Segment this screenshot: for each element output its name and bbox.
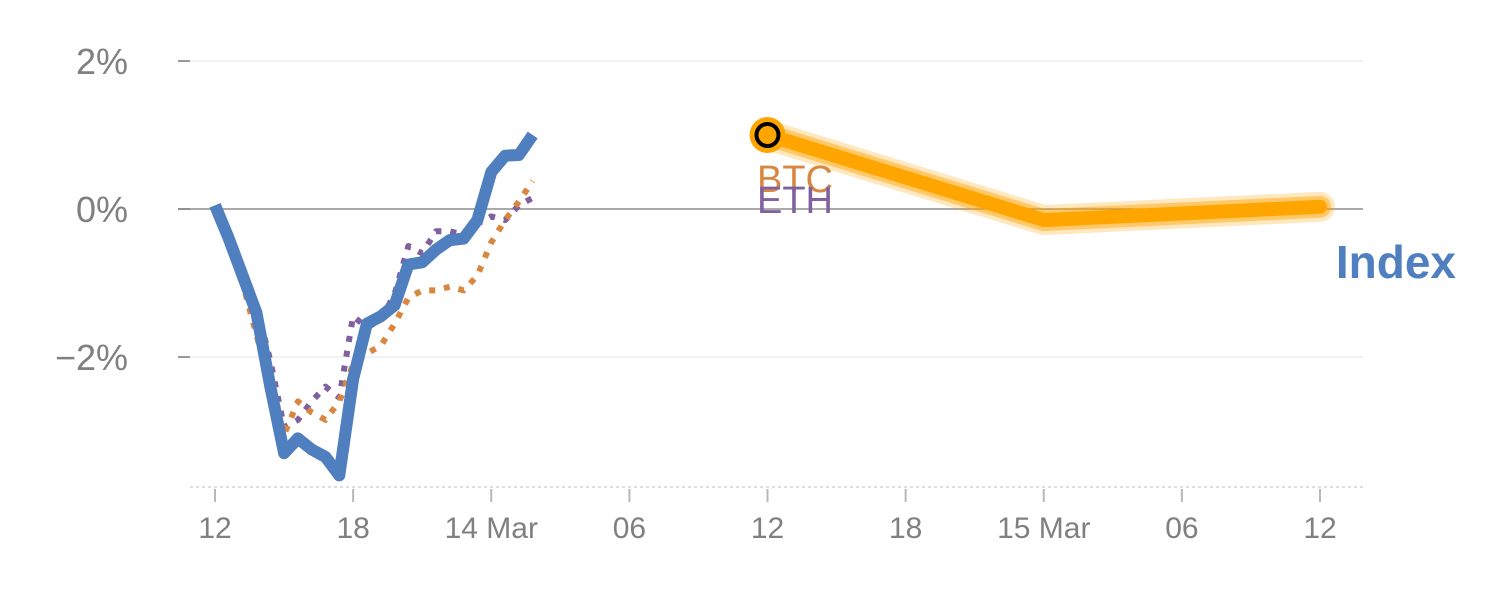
x-tick-label: 12 [1303, 512, 1336, 545]
y-tick-label: −2% [55, 337, 128, 378]
x-tick-label: 14 Mar [445, 512, 538, 545]
x-tick-label: 18 [336, 512, 369, 545]
eth-line [212, 195, 535, 431]
axes: 2% 0% −2% 12 18 14 Mar 06 12 18 15 Mar 06 12 [55, 41, 1365, 545]
y-tick-label: 2% [76, 41, 128, 82]
y-tick-label: 0% [76, 189, 128, 230]
x-tick-label: 12 [751, 512, 784, 545]
current-point-marker [754, 122, 781, 148]
forecast-line [760, 128, 1327, 228]
x-tick-label: 06 [613, 512, 646, 545]
index-line [209, 131, 538, 482]
eth-label: ETH [757, 180, 833, 222]
x-tick-label: 15 Mar [997, 512, 1090, 545]
btc-label: BTC [757, 159, 833, 201]
x-tick-label: 18 [889, 512, 922, 545]
series-lines [209, 117, 1335, 482]
x-tick-label: 12 [198, 512, 231, 545]
x-tick-label: 06 [1165, 512, 1198, 545]
btc-line [212, 179, 536, 438]
index-label: Index [1336, 236, 1457, 288]
